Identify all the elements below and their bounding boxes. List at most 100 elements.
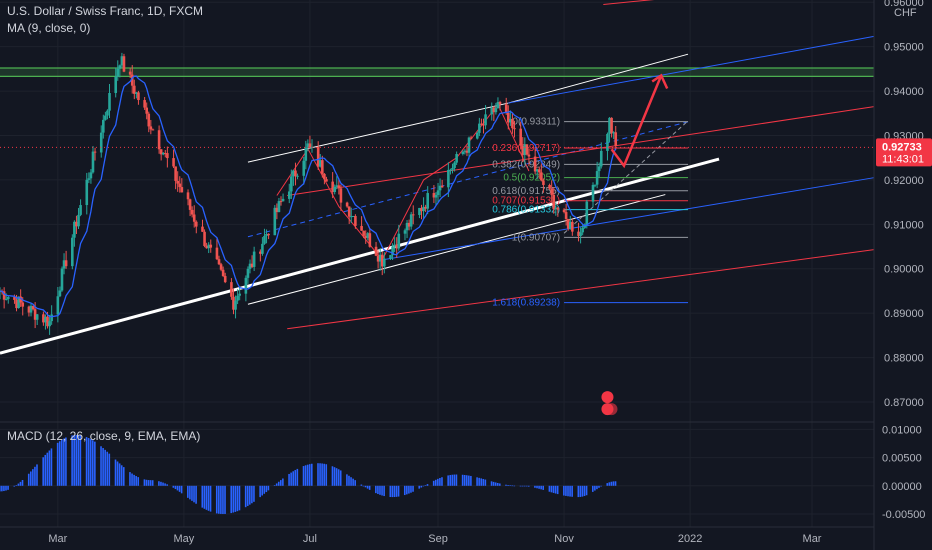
macd-bar: [377, 485, 379, 495]
macd-bar: [277, 481, 280, 486]
annotations[interactable]: [601, 73, 669, 416]
candle-body: [478, 123, 481, 133]
macd-bar: [451, 474, 454, 486]
macd-bar: [499, 483, 501, 486]
candle-body: [58, 290, 62, 297]
candle-body: [585, 201, 589, 225]
candle-body: [42, 314, 45, 323]
candle-body: [362, 230, 365, 236]
candle-body: [564, 212, 568, 219]
candle-body: [99, 132, 103, 153]
candle-body: [143, 100, 146, 108]
channel-upper-line[interactable]: [247, 102, 509, 163]
regression-red-upper[interactable]: [603, 0, 708, 5]
macd-bar: [253, 485, 255, 502]
candle-body: [19, 296, 22, 303]
currency-label: CHF: [894, 7, 917, 19]
macd-indicator-label[interactable]: MACD (12, 26, close, 9, EMA, EMA): [7, 429, 201, 443]
candle-body: [207, 244, 210, 249]
candle-body: [77, 214, 80, 227]
candle-body: [461, 151, 465, 154]
candle-body: [246, 268, 250, 278]
regression-blue-lower[interactable]: [382, 177, 875, 261]
macd-bar: [236, 485, 239, 512]
candle-body: [122, 56, 126, 72]
macd-bar: [354, 480, 356, 486]
macd-bar: [137, 477, 140, 486]
macd-bar: [494, 482, 497, 486]
candle-body: [484, 114, 487, 126]
event-flag-ch[interactable]: [601, 391, 614, 404]
macd-bar: [75, 434, 78, 486]
price-tick-label: 0.88000: [884, 353, 924, 365]
macd-bar: [455, 474, 458, 486]
candle-body: [434, 194, 438, 198]
candle-body: [597, 166, 601, 172]
candle-body: [310, 146, 314, 148]
macd-bar: [5, 485, 7, 491]
macd-bar: [598, 485, 600, 488]
resistance-zone: [0, 67, 874, 78]
candle-body: [265, 233, 268, 236]
projection-arrowhead[interactable]: [651, 73, 669, 90]
macd-bar: [244, 485, 247, 508]
price-tick-label: 0.87000: [884, 397, 924, 409]
candle-body: [593, 184, 597, 186]
macd-bar: [118, 463, 121, 486]
macd-bar: [393, 485, 396, 498]
macd-bar: [178, 485, 181, 492]
main-support-trendline[interactable]: [0, 157, 720, 355]
candle-body: [480, 123, 483, 125]
resistance-zone-fill: [0, 67, 874, 77]
time-axis[interactable]: Mar May Jul Sep Nov 2022 Mar: [48, 533, 821, 545]
candle-body: [137, 92, 140, 101]
candle-body: [418, 207, 421, 215]
macd-bar: [379, 485, 381, 495]
channel-upper-extension[interactable]: [508, 53, 689, 104]
macd-bar: [403, 485, 406, 496]
time-tick-label: 2022: [678, 533, 702, 545]
regression-blue-upper[interactable]: [508, 35, 875, 104]
candle-body: [44, 316, 47, 323]
candle-body: [333, 186, 337, 193]
macd-bar: [275, 483, 278, 486]
macd-bar: [149, 480, 152, 486]
macd-axis[interactable]: 0.01000 0.00500 0.00000 -0.00500: [882, 424, 925, 521]
candle-body: [374, 246, 378, 256]
candle-body: [360, 225, 363, 231]
candle-body: [275, 207, 279, 213]
regression-red-lower[interactable]: [287, 249, 875, 330]
projection-arrow[interactable]: [610, 75, 663, 169]
fib-retracement[interactable]: 0(0.93311)0.236(0.92717)0.382(0.92349)0.…: [492, 117, 689, 309]
macd-bar: [565, 485, 567, 496]
candle-body: [71, 237, 74, 267]
candle-body: [287, 191, 291, 199]
macd-bar: [220, 485, 222, 514]
macd-bar: [195, 485, 197, 504]
candle-body: [46, 316, 49, 327]
event-flag-us-stack[interactable]: [605, 403, 618, 416]
candle-body: [147, 113, 151, 127]
candle-body: [393, 244, 396, 247]
macd-bar: [600, 485, 602, 487]
macd-bar: [89, 439, 92, 486]
candle-body: [482, 124, 485, 126]
candle-body: [335, 185, 339, 187]
ma-indicator-label[interactable]: MA (9, close, 0): [7, 21, 91, 35]
candle-body: [554, 207, 558, 210]
candle-body: [176, 180, 179, 184]
macd-bar: [571, 485, 573, 497]
candle-body: [232, 296, 235, 310]
regression-red-mid[interactable]: [287, 106, 875, 196]
candle-body: [91, 151, 95, 173]
macd-bar: [15, 485, 18, 486]
symbol-title[interactable]: U.S. Dollar / Swiss Franc, 1D, FXCM: [7, 4, 204, 18]
macd-bar: [478, 477, 480, 486]
macd-bar: [77, 435, 80, 486]
macd-bar: [135, 476, 137, 486]
macd-bar: [234, 485, 237, 512]
candle-body: [120, 56, 124, 66]
candle-body: [527, 154, 531, 157]
macd-bar: [585, 485, 588, 496]
